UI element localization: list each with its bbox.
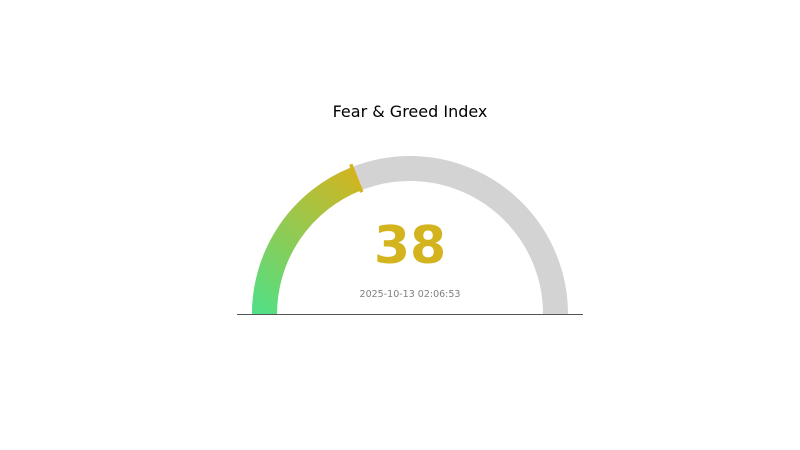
gauge-value-marker xyxy=(349,163,364,193)
timestamp: 2025-10-13 02:06:53 xyxy=(360,289,461,300)
chart-title: Fear & Greed Index xyxy=(332,102,488,121)
gauge-value-label: 38 xyxy=(374,216,446,276)
gauge-value-arc xyxy=(252,167,362,315)
